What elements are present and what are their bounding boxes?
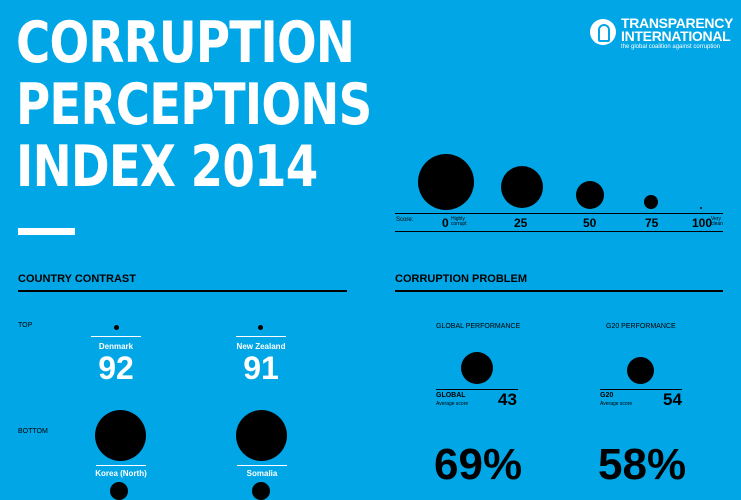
bottom-label: BOTTOM — [18, 428, 48, 435]
global-sub: Average score — [436, 401, 469, 407]
scale-dot-75 — [644, 195, 658, 209]
title-line-1: CORRUPTION — [16, 10, 355, 76]
corruption-problem-rule — [395, 290, 723, 292]
g20-percent: 58% — [598, 440, 687, 489]
g20-label: G20 — [600, 392, 614, 399]
scale-note-100: Very clean — [711, 216, 723, 227]
scale-dot-0 — [418, 154, 474, 210]
global-performance-title: GLOBAL PERFORMANCE — [436, 323, 521, 330]
new-zealand-name: New Zealand — [236, 342, 286, 351]
scale-value-25: 25 — [514, 216, 528, 230]
new-zealand-dot — [258, 325, 263, 330]
logo-wordmark: TRANSPARENCY INTERNATIONAL — [621, 15, 734, 44]
title-line-2: PERCEPTIONS — [16, 72, 372, 138]
page-title: CORRUPTION PERCEPTIONS INDEX 2014 — [16, 10, 372, 200]
scale-value-100: 100 — [692, 216, 713, 230]
logo-emblem-icon — [590, 19, 616, 45]
logo-line-1: TRANSPARENCY — [621, 15, 734, 31]
g20-rule — [600, 389, 682, 390]
new-zealand-score: 91 — [243, 350, 279, 386]
denmark-dot — [114, 325, 119, 330]
global-dot — [461, 352, 493, 384]
g20-score: 54 — [663, 390, 682, 409]
somalia-dot — [236, 410, 287, 461]
scale-label: Score: — [396, 217, 414, 223]
scale-dot-25 — [501, 166, 543, 208]
somalia-name: Somalia — [246, 469, 278, 478]
scale-dot-50 — [576, 181, 604, 209]
scale-top-rule — [395, 213, 723, 214]
korea-north-dot — [95, 410, 146, 461]
global-percent: 69% — [434, 440, 523, 489]
korea-north-score-partial — [110, 482, 128, 500]
g20-dot — [627, 357, 654, 384]
global-label: GLOBAL — [436, 392, 466, 399]
g20-performance-title: G20 PERFORMANCE — [606, 323, 676, 330]
denmark-score: 92 — [98, 350, 134, 386]
scale-note-0: Highly corrupt — [451, 216, 467, 227]
scale-dot-100 — [700, 207, 702, 209]
country-contrast-rule — [18, 290, 347, 292]
scale-value-75: 75 — [645, 216, 659, 230]
scale-value-50: 50 — [583, 216, 597, 230]
country-contrast-heading: COUNTRY CONTRAST — [18, 273, 136, 285]
scale-value-0: 0 — [442, 216, 449, 230]
denmark-name: Denmark — [98, 342, 134, 351]
g20-sub: Average score — [600, 401, 633, 407]
logo-tagline: the global coalition against corruption — [621, 44, 721, 50]
top-label: TOP — [18, 322, 33, 329]
corruption-problem-heading: CORRUPTION PROBLEM — [395, 273, 527, 285]
logo-line-2: INTERNATIONAL — [621, 28, 731, 44]
scale-bottom-rule — [395, 231, 723, 232]
denmark-rule — [91, 336, 141, 337]
global-rule — [436, 389, 518, 390]
somalia-score-partial — [252, 482, 270, 500]
global-score: 43 — [498, 390, 517, 409]
korea-north-rule — [96, 465, 146, 466]
somalia-rule — [237, 465, 287, 466]
korea-north-name: Korea (North) — [95, 469, 147, 478]
title-line-3: INDEX 2014 — [16, 134, 318, 200]
new-zealand-rule — [236, 336, 286, 337]
title-underline-bar — [18, 228, 75, 235]
